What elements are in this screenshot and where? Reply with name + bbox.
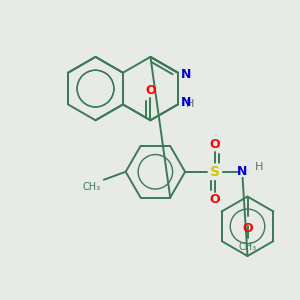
Text: N: N (181, 96, 191, 109)
Text: N: N (181, 68, 191, 81)
Text: CH₃: CH₃ (238, 242, 256, 252)
Text: O: O (209, 138, 220, 151)
Text: N: N (237, 165, 248, 178)
Text: CH₃: CH₃ (83, 182, 101, 192)
Text: H: H (186, 99, 194, 110)
Text: S: S (210, 165, 220, 179)
Text: O: O (145, 84, 156, 97)
Text: H: H (254, 162, 263, 172)
Text: O: O (242, 222, 253, 235)
Text: O: O (209, 193, 220, 206)
